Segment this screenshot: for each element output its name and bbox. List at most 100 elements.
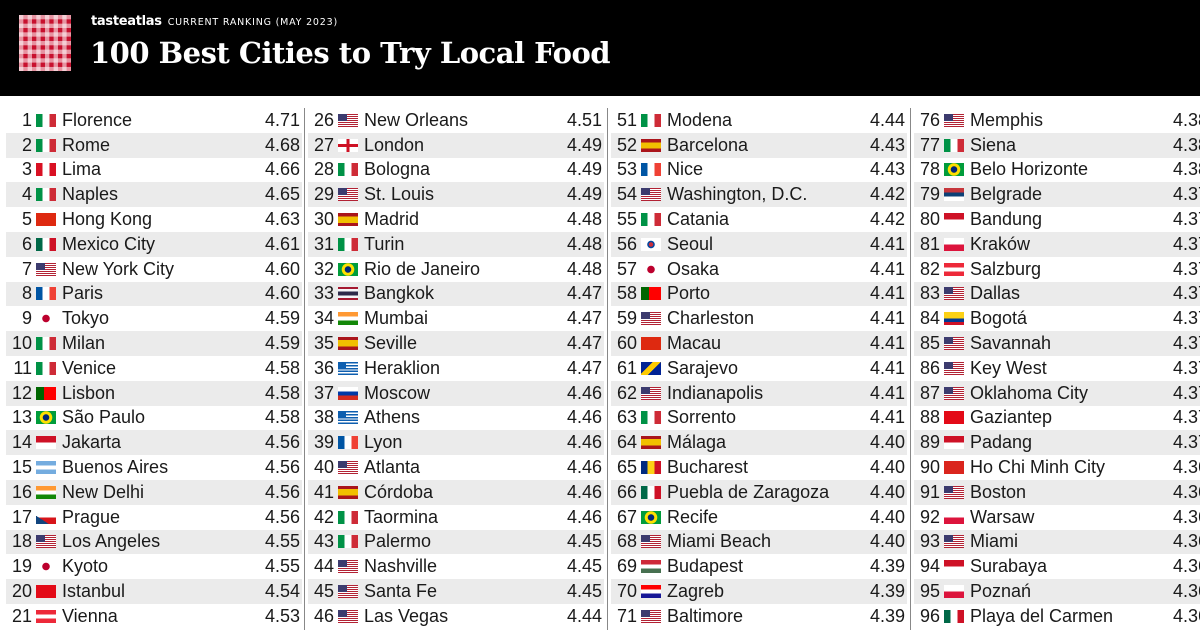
- rank-number: 88: [919, 407, 940, 428]
- city-name: Santa Fe: [364, 581, 438, 602]
- ranking-row: 59 Charleston 4.41: [611, 306, 907, 331]
- rating-score: 4.61: [264, 233, 300, 254]
- ranking-row: 7 New York City 4.60: [6, 257, 302, 282]
- rating-score: 4.40: [869, 457, 905, 478]
- ranking-row: 91 Boston 4.36: [914, 479, 1200, 505]
- rating-score: 4.37: [1172, 407, 1200, 428]
- rank-number: 58: [616, 283, 637, 304]
- rank-number: 10: [11, 333, 32, 354]
- rank-number: 46: [313, 605, 334, 626]
- ranking-row: 39 Lyon 4.46: [308, 430, 604, 456]
- rank-number: 76: [919, 109, 940, 130]
- city-name: Miami: [970, 531, 1018, 552]
- ranking-row: 37 Moscow 4.46: [308, 380, 604, 406]
- city-name: Modena: [667, 109, 733, 130]
- ranking-row: 17 Prague 4.56: [6, 505, 302, 530]
- ranking-row: 57 Osaka 4.41: [611, 257, 907, 282]
- city-name: Rome: [62, 134, 111, 155]
- ranking-row: 79 Belgrade 4.37: [914, 182, 1200, 208]
- city-name: Taormina: [364, 506, 439, 527]
- russia-flag-icon: [338, 386, 358, 400]
- czech-flag-icon: [36, 510, 56, 524]
- rating-score: 4.46: [566, 481, 602, 502]
- ranking-row: 32 Rio de Janeiro 4.48: [308, 257, 604, 282]
- rating-score: 4.47: [566, 357, 602, 378]
- hungary-flag-icon: [641, 560, 661, 574]
- brazil-flag-icon: [338, 262, 358, 276]
- ranking-row: 96 Playa del Carmen 4.36: [914, 604, 1200, 629]
- ranking-row: 93 Miami 4.36: [914, 529, 1200, 555]
- rank-number: 41: [313, 481, 334, 502]
- city-name: Barcelona: [667, 134, 749, 155]
- rating-score: 4.46: [566, 457, 602, 478]
- ranking-row: 35 Seville 4.47: [308, 331, 604, 356]
- city-name: Oklahoma City: [970, 382, 1089, 403]
- rank-number: 40: [313, 457, 334, 478]
- korea-flag-icon: [641, 237, 661, 251]
- rank-number: 61: [616, 357, 637, 378]
- rank-number: 1: [21, 109, 32, 130]
- city-name: St. Louis: [364, 184, 435, 205]
- ranking-row: 54 Washington, D.C. 4.42: [611, 182, 907, 208]
- usa-flag-icon: [641, 386, 661, 400]
- city-name: Rio de Janeiro: [364, 258, 481, 279]
- ranking-row: 5 Hong Kong 4.63: [6, 207, 302, 232]
- ranking-row: 95 Poznań 4.36: [914, 579, 1200, 604]
- rating-score: 4.37: [1172, 233, 1200, 254]
- ranking-row: 3 Lima 4.66: [6, 158, 302, 183]
- city-name: Buenos Aires: [62, 457, 169, 478]
- rank-number: 81: [919, 233, 940, 254]
- rating-score: 4.56: [264, 481, 300, 502]
- rating-score: 4.36: [1172, 481, 1200, 502]
- japan-flag-icon: [36, 560, 56, 574]
- rank-number: 78: [919, 159, 940, 180]
- ranking-row: 68 Miami Beach 4.40: [611, 529, 907, 555]
- ranking-row: 26 New Orleans 4.51: [308, 108, 604, 133]
- rank-number: 93: [919, 531, 940, 552]
- rank-number: 28: [313, 159, 334, 180]
- ranking-row: 11 Venice 4.58: [6, 356, 302, 381]
- ranking-row: 88 Gaziantep 4.37: [914, 406, 1200, 431]
- ranking-row: 1 Florence 4.71: [6, 108, 302, 133]
- ranking-row: 28 Bologna 4.49: [308, 158, 604, 183]
- rank-number: 29: [313, 184, 334, 205]
- ranking-row: 19 Kyoto 4.55: [6, 554, 302, 579]
- city-name: Playa del Carmen: [970, 605, 1114, 626]
- rating-score: 4.71: [264, 109, 300, 130]
- ranking-column-1: 1 Florence 4.71 2 Rome 4.68 3 Lima 4.66 4 Naples 4.…: [6, 108, 302, 630]
- city-name: Los Angeles: [62, 531, 161, 552]
- usa-flag-icon: [944, 113, 964, 127]
- ranking-row: 38 Athens 4.46: [308, 406, 604, 431]
- indonesia-flag-icon: [944, 213, 964, 227]
- ranking-row: 83 Dallas 4.37: [914, 281, 1200, 307]
- rating-score: 4.36: [1172, 531, 1200, 552]
- city-name: Gaziantep: [970, 407, 1053, 428]
- rating-score: 4.40: [869, 481, 905, 502]
- portugal-flag-icon: [36, 386, 56, 400]
- ranking-row: 82 Salzburg 4.37: [914, 257, 1200, 282]
- rating-score: 4.44: [869, 109, 905, 130]
- rank-number: 77: [919, 134, 940, 155]
- rank-number: 12: [11, 382, 32, 403]
- rating-score: 4.37: [1172, 382, 1200, 403]
- rank-number: 37: [313, 382, 334, 403]
- city-name: Mexico City: [62, 233, 156, 254]
- spain-flag-icon: [641, 138, 661, 152]
- indonesia-flag-icon: [944, 436, 964, 450]
- city-name: Málaga: [667, 432, 727, 453]
- greece-flag-icon: [338, 361, 358, 375]
- rating-score: 4.41: [869, 333, 905, 354]
- city-name: Lima: [62, 159, 102, 180]
- rating-score: 4.55: [264, 531, 300, 552]
- rating-score: 4.68: [264, 134, 300, 155]
- rating-score: 4.46: [566, 382, 602, 403]
- rating-score: 4.38: [1172, 159, 1200, 180]
- rating-score: 4.46: [566, 407, 602, 428]
- usa-flag-icon: [944, 535, 964, 549]
- city-name: Atlanta: [364, 457, 421, 478]
- rating-score: 4.36: [1172, 457, 1200, 478]
- rating-score: 4.37: [1172, 258, 1200, 279]
- italy-flag-icon: [36, 113, 56, 127]
- usa-flag-icon: [944, 386, 964, 400]
- rating-score: 4.47: [566, 308, 602, 329]
